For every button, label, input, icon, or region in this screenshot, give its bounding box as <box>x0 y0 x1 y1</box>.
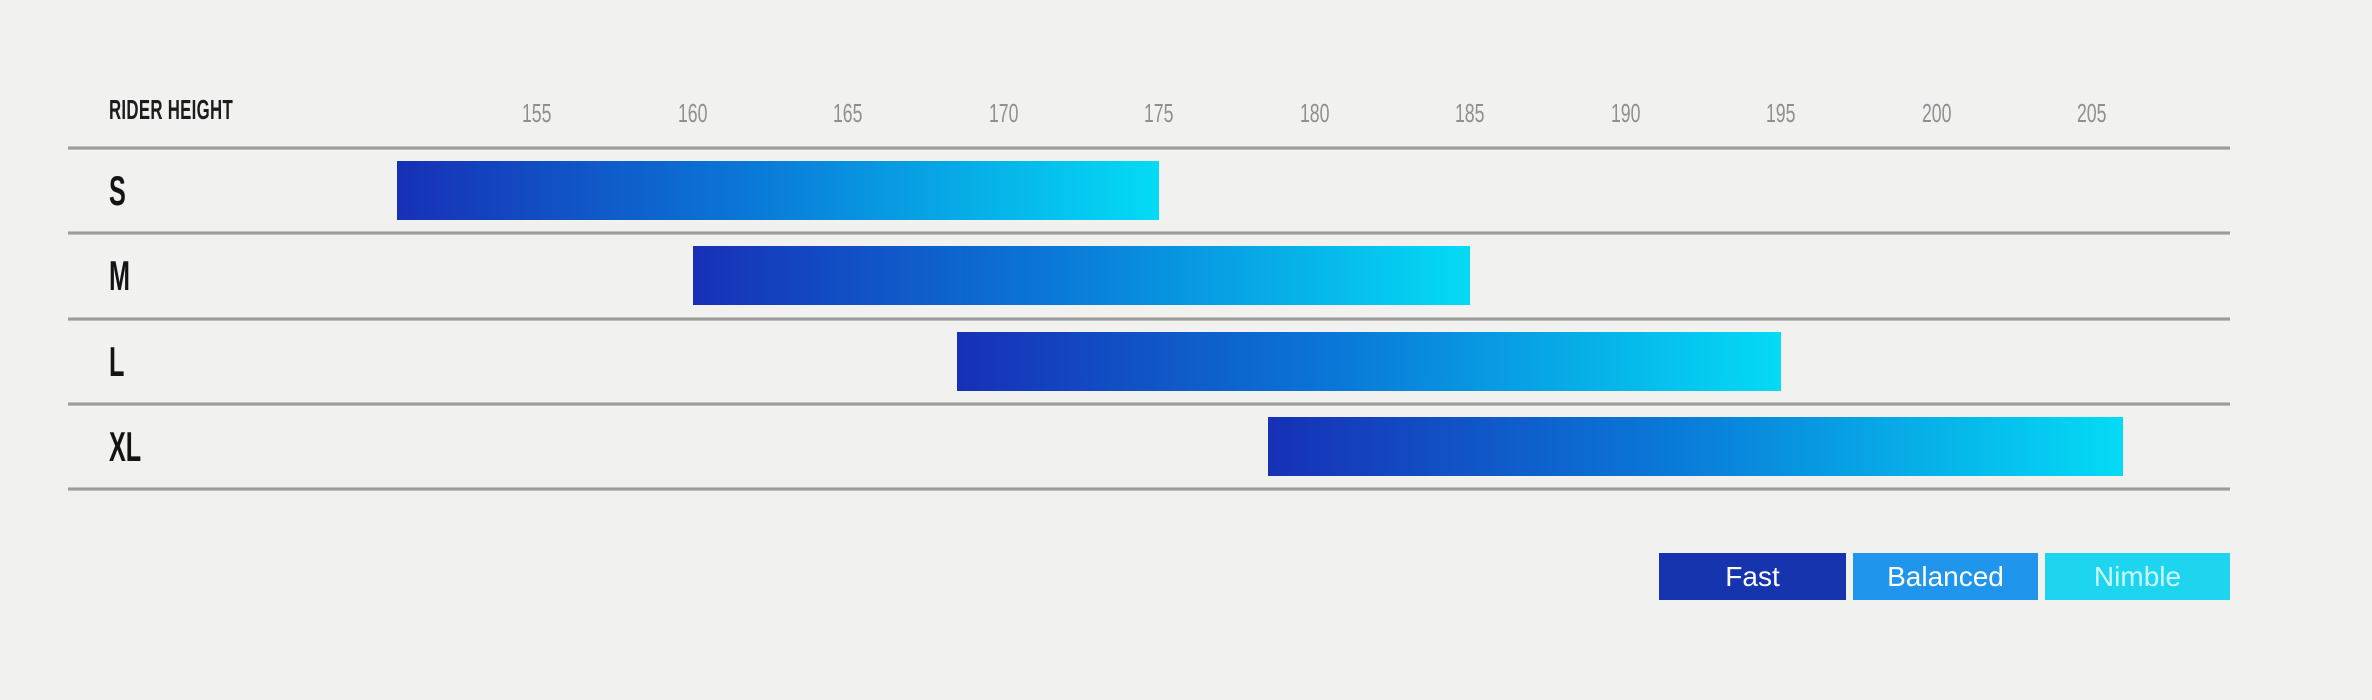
axis-tick-value: 175 <box>1144 98 1174 128</box>
axis-tick-value: 185 <box>1455 98 1485 128</box>
size-range-bar <box>693 246 1470 305</box>
axis-tick-label: 155 <box>457 98 617 129</box>
row-separator-line <box>68 402 2230 406</box>
legend-item-balanced: Balanced <box>1853 553 2038 600</box>
rider-height-label: RIDER HEIGHT <box>109 94 316 126</box>
size-row-label-text: M <box>109 252 130 299</box>
size-row-label: S <box>109 170 137 212</box>
size-range-bar <box>397 161 1159 220</box>
size-range-bar <box>957 332 1781 391</box>
axis-tick-label: 160 <box>613 98 773 129</box>
axis-tick-label: 165 <box>768 98 928 129</box>
axis-tick-label: 195 <box>1701 98 1861 129</box>
row-separator-line <box>68 317 2230 321</box>
row-separator-line <box>68 146 2230 150</box>
size-range-bar <box>1268 417 2123 476</box>
size-row-label-text: L <box>109 338 125 385</box>
row-separator-line <box>68 487 2230 491</box>
size-row-label: M <box>109 255 144 297</box>
size-row-label-text: S <box>109 167 126 214</box>
axis-tick-value: 200 <box>1922 98 1952 128</box>
axis-tick-value: 170 <box>989 98 1019 128</box>
size-row-label: L <box>109 341 135 383</box>
axis-tick-value: 195 <box>1766 98 1796 128</box>
legend-item-fast: Fast <box>1659 553 1846 600</box>
axis-tick-value: 165 <box>833 98 863 128</box>
axis-tick-label: 190 <box>1546 98 1706 129</box>
row-separator-line <box>68 231 2230 235</box>
axis-tick-value: 160 <box>678 98 708 128</box>
axis-tick-label: 200 <box>1857 98 2017 129</box>
size-row-label-text: XL <box>109 423 142 470</box>
legend-label: Nimble <box>2093 560 2182 592</box>
axis-tick-label: 180 <box>1235 98 1395 129</box>
legend-label: Balanced <box>1887 560 2004 592</box>
axis-tick-label: 185 <box>1390 98 1550 129</box>
axis-tick-value: 205 <box>2077 98 2107 128</box>
axis-tick-label: 175 <box>1079 98 1239 129</box>
size-row-label: XL <box>109 426 163 468</box>
axis-tick-value: 180 <box>1300 98 1330 128</box>
legend-label: Fast <box>1725 560 1780 592</box>
axis-tick-label: 205 <box>2012 98 2172 129</box>
axis-tick-label: 170 <box>924 98 1084 129</box>
legend-item-nimble: Nimble <box>2045 553 2230 600</box>
rider-height-label-text: RIDER HEIGHT <box>109 94 234 125</box>
axis-tick-value: 155 <box>522 98 552 128</box>
axis-tick-value: 190 <box>1611 98 1641 128</box>
